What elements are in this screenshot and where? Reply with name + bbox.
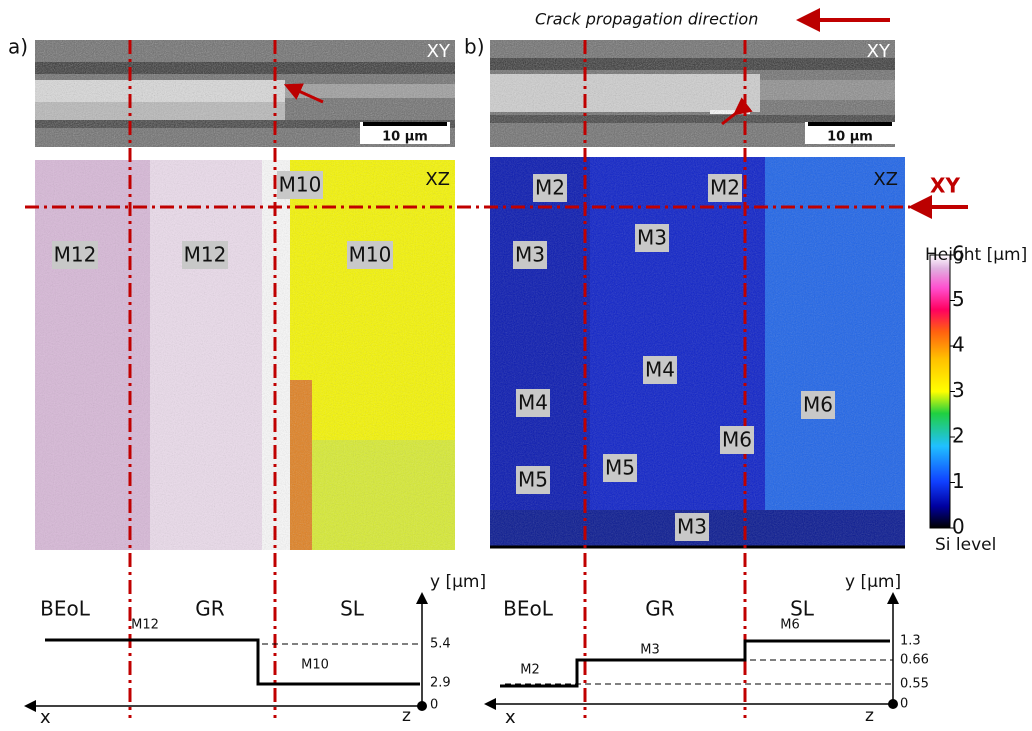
colorbar-tick-label: 2 <box>952 424 965 448</box>
label-box <box>516 389 550 417</box>
region-name: GR <box>645 597 674 621</box>
label-box <box>52 241 98 269</box>
colorbar-tick-label: 6 <box>952 242 965 266</box>
region-name: SL <box>340 597 365 621</box>
label-box <box>516 466 550 494</box>
tick-label: 1.3 <box>900 634 921 649</box>
map-b <box>490 157 905 549</box>
sem-b <box>490 40 895 147</box>
panel-label: a) <box>8 35 28 59</box>
axis-label: z <box>865 706 874 726</box>
region-label: M6 <box>722 428 752 452</box>
level-label: M3 <box>640 643 660 658</box>
label-box <box>635 224 669 252</box>
view-label: XY <box>427 41 451 62</box>
region-label: M2 <box>710 176 740 200</box>
axis-label: z <box>402 706 411 726</box>
map-a <box>35 160 455 550</box>
label-box <box>603 454 637 482</box>
region-label: M4 <box>645 358 675 382</box>
profile-b <box>484 592 899 710</box>
label-box <box>708 174 742 202</box>
tick-label: 0.66 <box>900 653 929 668</box>
view-label: XZ <box>873 169 898 190</box>
colorbar-bottom: Si level <box>935 535 996 555</box>
region-label: M2 <box>535 176 565 200</box>
region-label: M5 <box>518 468 548 492</box>
axis-label: x <box>40 707 51 727</box>
level-label: M10 <box>301 658 329 673</box>
label-box <box>533 174 567 202</box>
region-label: M10 <box>349 243 392 267</box>
region-label: M5 <box>605 456 635 480</box>
label-box <box>801 391 835 419</box>
region-name: SL <box>790 597 815 621</box>
crack-direction: Crack propagation direction <box>535 10 758 29</box>
tick-label: 0 <box>900 697 908 712</box>
tick-label: 2.9 <box>430 676 451 691</box>
colorbar-title: Height [µm] <box>925 245 1027 265</box>
region-name: BEoL <box>503 597 554 621</box>
region-label: M3 <box>677 515 707 539</box>
axis-label: y [µm] <box>430 572 486 592</box>
region-name: GR <box>195 597 224 621</box>
view-label: XZ <box>425 169 450 190</box>
region-label: M3 <box>515 243 545 267</box>
panel-label: b) <box>464 35 485 59</box>
sem-a <box>35 40 455 147</box>
region-label: M12 <box>54 243 97 267</box>
label-box <box>182 241 228 269</box>
xy-marker: XY <box>930 174 960 198</box>
axis-label: y [µm] <box>845 572 901 592</box>
colorbar-tick-label: 4 <box>952 333 965 357</box>
scale-bar-label: 10 µm <box>827 130 873 145</box>
region-label: M12 <box>184 243 227 267</box>
colorbar <box>929 254 951 529</box>
tick-label: 5.4 <box>430 637 451 652</box>
label-box <box>277 171 323 199</box>
colorbar-tick-label: 0 <box>952 515 965 539</box>
level-label: M6 <box>780 618 800 633</box>
tick-label: 0.55 <box>900 677 929 692</box>
profile-a <box>24 592 428 712</box>
colorbar-tick-label: 1 <box>952 469 965 493</box>
label-box <box>513 241 547 269</box>
region-label: M4 <box>518 391 548 415</box>
guide-lines <box>25 40 910 718</box>
region-label: M10 <box>279 173 322 197</box>
view-label: XY <box>867 41 891 62</box>
scale-bar-label: 10 µm <box>382 130 428 145</box>
level-label: M2 <box>520 663 540 678</box>
region-name: BEoL <box>40 597 91 621</box>
colorbar-tick-label: 3 <box>952 378 965 402</box>
label-box <box>643 356 677 384</box>
region-label: M6 <box>803 393 833 417</box>
axis-label: x <box>505 707 516 727</box>
label-box <box>347 241 393 269</box>
tick-label: 0 <box>430 698 438 713</box>
colorbar-tick-label: 5 <box>952 287 965 311</box>
region-label: M3 <box>637 226 667 250</box>
level-label: M12 <box>131 618 159 633</box>
label-box <box>675 513 709 541</box>
label-box <box>720 426 754 454</box>
